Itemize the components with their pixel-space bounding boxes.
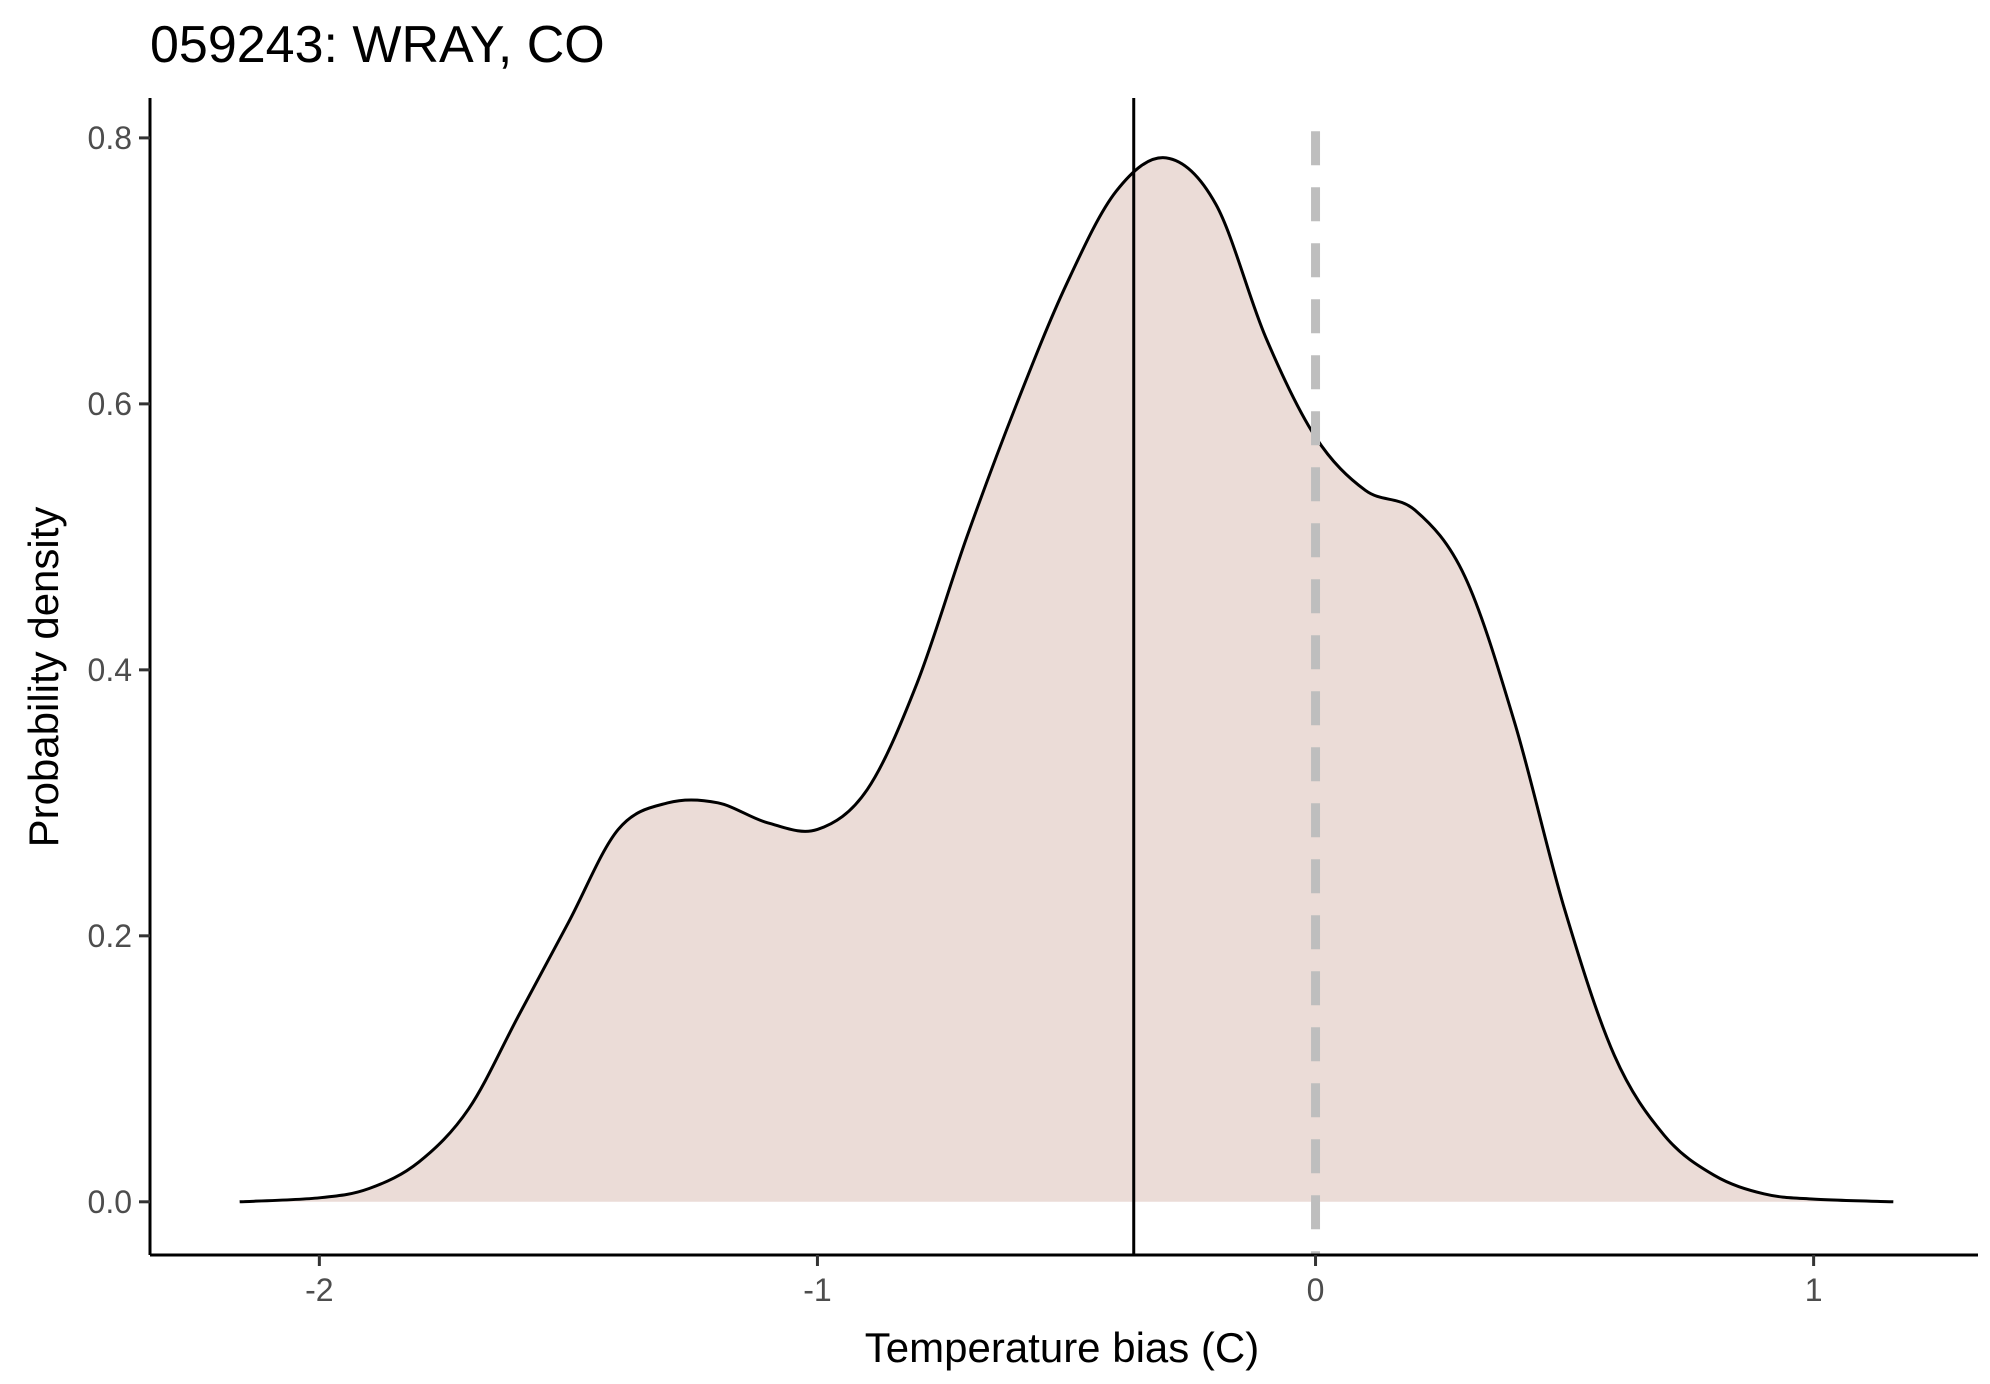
y-tick-label: 0.2 [88, 918, 132, 954]
chart-title: 059243: WRAY, CO [150, 16, 605, 74]
y-tick-label: 0.6 [88, 386, 132, 422]
plot-area [239, 98, 1894, 1255]
axes: -2 -1 0 1 0.0 0.2 0.4 0.6 0.8 [88, 98, 1978, 1308]
y-tick-label: 0.8 [88, 120, 132, 156]
y-tick-label: 0.0 [88, 1184, 132, 1220]
density-area-fill [239, 157, 1894, 1202]
density-curve [239, 156, 1894, 1204]
x-axis-label: Temperature bias (C) [865, 1324, 1259, 1371]
x-tick-label: -1 [803, 1272, 831, 1308]
x-tick-label: 0 [1307, 1272, 1325, 1308]
x-tick-label: -2 [305, 1272, 333, 1308]
y-tick-label: 0.4 [88, 652, 132, 688]
x-tick-label: 1 [1805, 1272, 1823, 1308]
y-axis-label: Probability density [20, 507, 67, 848]
